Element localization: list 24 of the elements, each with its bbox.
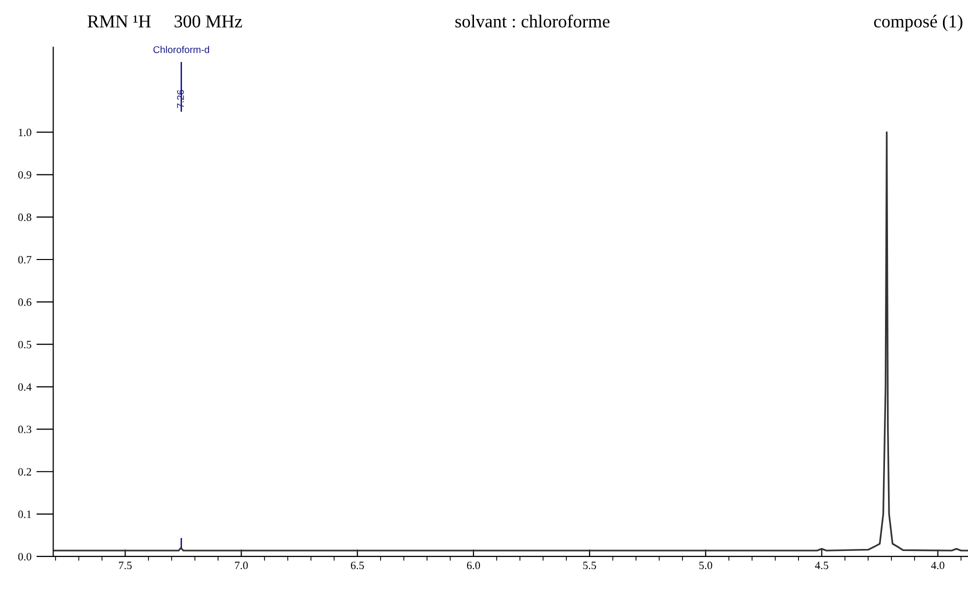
y-tick-label: 0.4 (18, 383, 32, 391)
x-tick-label: 6.5 (350, 562, 364, 570)
y-tick-label: 0.1 (18, 510, 32, 518)
x-tick-label: 7.0 (235, 562, 248, 570)
x-tick-label: 5.5 (583, 562, 596, 570)
x-tick-label: 5.0 (699, 562, 712, 570)
y-tick-label: 0.8 (18, 214, 32, 222)
text: solvant : chloroforme (455, 14, 610, 28)
y-tick-label: 0.7 (18, 256, 32, 264)
y-tick-label: 0.3 (18, 426, 32, 434)
x-tick-label: 6.0 (467, 562, 480, 570)
y-tick-label: 0.9 (18, 171, 32, 179)
text: composé (1) (874, 14, 962, 32)
x-tick-label: 7.5 (119, 562, 132, 570)
annotation: Chloroform-d (153, 46, 210, 54)
y-tick-label: 0.2 (18, 468, 32, 476)
line-series (53, 131, 968, 552)
y-tick-label: 0.5 (18, 340, 32, 348)
y-tick-label: 0.6 (18, 298, 32, 306)
x-tick-label: 4.5 (815, 562, 828, 570)
y-tick-label: 0.0 (18, 552, 32, 560)
chart-title: RMN ¹H 300 MHz (88, 15, 242, 28)
y-tick-label: 1.0 (18, 128, 32, 136)
x-tick-label: 4.0 (931, 562, 944, 570)
